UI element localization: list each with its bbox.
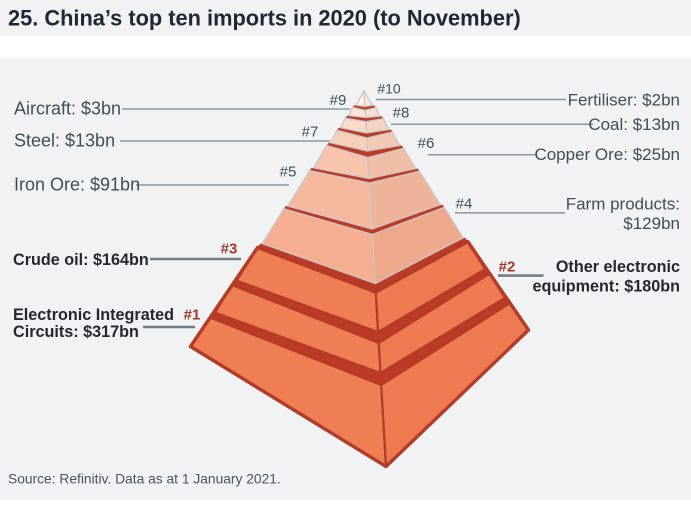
svg-text:#2: #2 bbox=[499, 259, 516, 276]
svg-text:Copper Ore: $25bn: Copper Ore: $25bn bbox=[534, 145, 680, 164]
svg-text:Aircraft: $3bn: Aircraft: $3bn bbox=[14, 99, 121, 119]
svg-text:#10: #10 bbox=[377, 81, 401, 97]
svg-text:Source: Refinitiv. Data as at: Source: Refinitiv. Data as at 1 January … bbox=[8, 472, 281, 487]
svg-text:Crude oil: $164bn: Crude oil: $164bn bbox=[13, 251, 149, 269]
svg-text:#9: #9 bbox=[330, 92, 347, 109]
svg-text:equipment: $180bn: equipment: $180bn bbox=[532, 278, 680, 296]
svg-text:Farm products:: Farm products: bbox=[566, 195, 680, 214]
svg-text:Electronic Integrated: Electronic Integrated bbox=[13, 306, 174, 324]
svg-text:25. China’s top ten imports in: 25. China’s top ten imports in 2020 (to … bbox=[8, 6, 521, 31]
svg-text:#8: #8 bbox=[393, 105, 410, 122]
svg-text:#3: #3 bbox=[221, 241, 238, 258]
svg-text:#5: #5 bbox=[280, 164, 297, 181]
svg-text:Circuits: $317bn: Circuits: $317bn bbox=[13, 323, 139, 341]
svg-text:#6: #6 bbox=[418, 135, 435, 152]
svg-text:Fertiliser: $2bn: Fertiliser: $2bn bbox=[568, 91, 680, 110]
svg-text:Iron Ore: $91bn: Iron Ore: $91bn bbox=[14, 175, 140, 195]
svg-text:Other electronic: Other electronic bbox=[556, 258, 680, 276]
svg-text:Coal: $13bn: Coal: $13bn bbox=[588, 115, 680, 134]
svg-text:Steel: $13bn: Steel: $13bn bbox=[14, 131, 115, 151]
svg-text:$129bn: $129bn bbox=[623, 214, 680, 233]
svg-text:#7: #7 bbox=[302, 124, 319, 141]
svg-text:#4: #4 bbox=[456, 196, 473, 213]
svg-text:#1: #1 bbox=[184, 307, 201, 324]
